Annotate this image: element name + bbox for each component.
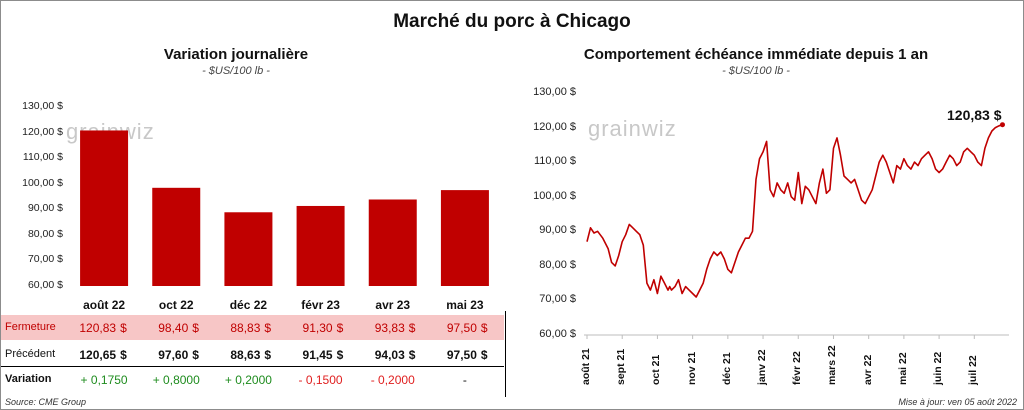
variation-divider (1, 366, 504, 367)
bar-category-label: avr 23 (375, 298, 411, 312)
line-x-tick-label: oct 21 (650, 354, 663, 385)
fermeture-value: 88,83 (230, 321, 261, 335)
bar-5 (440, 190, 489, 286)
last-value-label: 120,83 $ (947, 107, 1002, 123)
main-title: Marché du porc à Chicago (393, 11, 631, 32)
bar-category-label: févr 23 (301, 298, 340, 312)
fermeture-value: 97,50 (446, 321, 477, 335)
fermeture-currency: $ (336, 321, 344, 335)
bar-category-label: déc 22 (229, 298, 268, 312)
precedent-currency: $ (408, 348, 416, 362)
left-panel: Variation journalière - $US/100 lb - gra… (1, 1, 506, 407)
precedent-value: 91,45 (302, 348, 333, 362)
precedent-currency: $ (120, 348, 127, 362)
right-panel: Comportement échéance immédiate depuis 1… (506, 1, 1023, 409)
price-line (586, 123, 1003, 298)
variation-value: + 0,8000 (152, 373, 200, 387)
bar-chart-subtitle: - $US/100 lb - (202, 65, 270, 77)
fermeture-value: 120,83 (79, 321, 117, 335)
line-x-tick-label: janv 22 (756, 349, 769, 385)
fermeture-label: Fermeture (5, 321, 56, 333)
variation-value: - 0,1500 (298, 373, 343, 387)
precedent-value: 120,65 (79, 348, 117, 362)
source-note: Source: CME Group (5, 397, 87, 407)
bar-y-tick: 110,00 $ (22, 151, 63, 164)
variation-value: + 0,2000 (224, 373, 272, 387)
bar-category-label: mai 23 (446, 298, 484, 312)
bar-y-tick: 100,00 $ (22, 176, 63, 189)
line-x-tick-label: mai 22 (896, 352, 909, 385)
precedent-value: 94,03 (374, 348, 405, 362)
line-y-tick: 90,00 $ (539, 224, 576, 237)
line-x-tick-label: août 21 (580, 348, 592, 385)
precedent-currency: $ (192, 348, 199, 362)
line-y-tick: 80,00 $ (539, 258, 576, 271)
precedent-value: 97,60 (158, 348, 189, 362)
bar-y-tick: 80,00 $ (27, 227, 63, 240)
precedent-value: 88,63 (230, 348, 261, 362)
fermeture-value: 93,83 (374, 321, 405, 335)
bar-y-tick: 120,00 $ (22, 125, 63, 138)
line-chart-title: Comportement échéance immédiate depuis 1… (583, 46, 929, 63)
line-x-tick-label: sept 21 (615, 348, 628, 385)
variation-label: Variation (5, 373, 52, 385)
updated-note: Mise à jour: ven 05 août 2022 (898, 397, 1017, 407)
panel-divider (505, 311, 506, 397)
precedent-currency: $ (480, 348, 488, 362)
bar-category-label: oct 22 (158, 298, 194, 312)
fermeture-row-band (1, 315, 504, 340)
fermeture-value: 98,40 (158, 321, 189, 335)
bar-category-label: août 22 (83, 298, 126, 312)
bar-y-tick: 60,00 $ (27, 279, 63, 291)
line-x-tick-label: févr 22 (791, 351, 804, 385)
line-x-tick-label: avr 22 (861, 354, 874, 385)
bar-y-tick: 130,00 $ (22, 100, 63, 112)
line-y-tick: 130,00 $ (533, 86, 576, 98)
line-x-tick-label: nov 21 (685, 351, 698, 385)
line-x-tick-label: mars 22 (826, 345, 839, 385)
bar-y-tick: 90,00 $ (27, 202, 63, 215)
last-point-marker (999, 122, 1005, 128)
fermeture-currency: $ (264, 321, 272, 335)
variation-value: - (462, 373, 467, 387)
fermeture-value: 91,30 (302, 321, 333, 335)
precedent-currency: $ (336, 348, 344, 362)
precedent-currency: $ (264, 348, 272, 362)
bar-4 (368, 199, 417, 286)
line-y-tick: 70,00 $ (539, 293, 576, 306)
fermeture-currency: $ (408, 321, 416, 335)
variation-value: - 0,2000 (370, 373, 415, 387)
variation-value: + 0,1750 (80, 373, 128, 387)
fermeture-currency: $ (480, 321, 488, 335)
precedent-value: 97,50 (446, 348, 477, 362)
bar-chart-title: Variation journalière (163, 46, 309, 63)
line-y-tick: 120,00 $ (533, 120, 576, 133)
precedent-label: Précédent (5, 348, 56, 360)
fermeture-currency: $ (120, 321, 127, 335)
line-y-tick: 110,00 $ (533, 155, 576, 168)
line-y-tick: 60,00 $ (539, 328, 576, 340)
line-chart-subtitle: - $US/100 lb - (722, 65, 790, 77)
fermeture-currency: $ (192, 321, 199, 335)
line-x-tick-label: juil 22 (967, 355, 980, 385)
bar-1 (152, 187, 201, 286)
line-chart (584, 122, 1009, 339)
bar-3 (296, 205, 345, 286)
bar-2 (224, 212, 273, 286)
line-x-tick-label: déc 21 (720, 352, 733, 385)
line-x-tick-label: juin 22 (932, 351, 945, 385)
bar-0 (80, 130, 129, 286)
line-y-tick: 100,00 $ (533, 189, 576, 202)
bar-chart (80, 130, 489, 286)
watermark-logo-right: grainwiz (588, 116, 677, 141)
bar-y-tick: 70,00 $ (27, 253, 63, 266)
